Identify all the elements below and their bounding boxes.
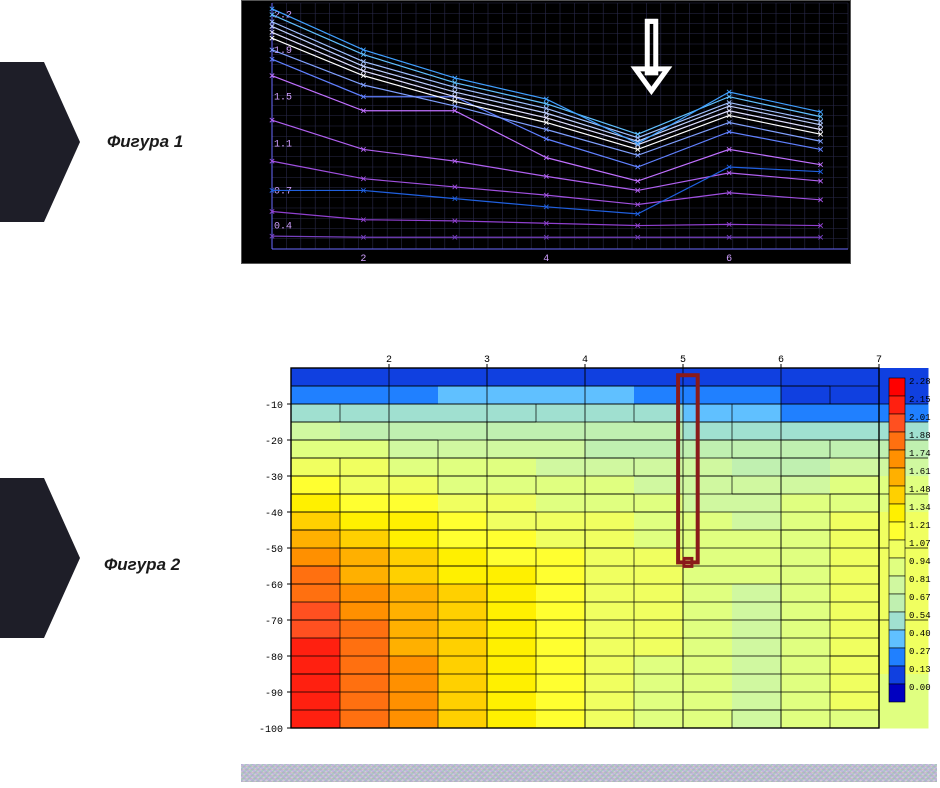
- svg-text:0.40: 0.40: [909, 629, 931, 639]
- svg-text:1.48: 1.48: [909, 485, 931, 495]
- svg-text:-90: -90: [265, 689, 283, 700]
- svg-text:6: 6: [726, 254, 732, 264]
- svg-text:-50: -50: [265, 545, 283, 556]
- svg-text:0.7: 0.7: [274, 186, 292, 197]
- svg-text:0.4: 0.4: [274, 222, 292, 233]
- svg-text:1.61: 1.61: [909, 467, 931, 477]
- svg-text:2: 2: [360, 254, 366, 264]
- svg-text:0.54: 0.54: [909, 611, 931, 621]
- svg-text:0.94: 0.94: [909, 557, 931, 567]
- svg-text:2.28: 2.28: [909, 377, 931, 387]
- svg-text:1.21: 1.21: [909, 521, 931, 531]
- svg-text:0.00: 0.00: [909, 683, 931, 693]
- svg-text:0.81: 0.81: [909, 575, 931, 585]
- line-chart: 0.40.71.11.51.92.2246: [241, 0, 851, 264]
- pointer-shape-1: [0, 62, 80, 222]
- svg-text:-40: -40: [265, 509, 283, 520]
- svg-text:-70: -70: [265, 617, 283, 628]
- svg-text:1.07: 1.07: [909, 539, 931, 549]
- contour-heatmap: 234567-10-20-30-40-50-60-70-80-90-1002.2…: [241, 348, 940, 738]
- svg-text:-20: -20: [265, 437, 283, 448]
- figure-2-label: Фигура 2: [104, 555, 180, 575]
- pointer-shape-2: [0, 478, 80, 638]
- svg-text:0.27: 0.27: [909, 647, 931, 657]
- svg-text:2.01: 2.01: [909, 413, 931, 423]
- svg-text:-100: -100: [259, 725, 283, 736]
- svg-text:1.88: 1.88: [909, 431, 931, 441]
- svg-text:2.15: 2.15: [909, 395, 931, 405]
- svg-text:1.34: 1.34: [909, 503, 931, 513]
- svg-text:-10: -10: [265, 401, 283, 412]
- svg-text:1.74: 1.74: [909, 449, 931, 459]
- svg-text:4: 4: [543, 254, 549, 264]
- svg-text:-60: -60: [265, 581, 283, 592]
- svg-text:1.5: 1.5: [274, 93, 292, 104]
- figure-1-label: Фигура 1: [107, 132, 183, 152]
- svg-text:-30: -30: [265, 473, 283, 484]
- noise-strip: [241, 764, 937, 782]
- svg-text:0.13: 0.13: [909, 665, 931, 675]
- svg-text:1.1: 1.1: [274, 140, 292, 151]
- svg-text:0.67: 0.67: [909, 593, 931, 603]
- svg-text:-80: -80: [265, 653, 283, 664]
